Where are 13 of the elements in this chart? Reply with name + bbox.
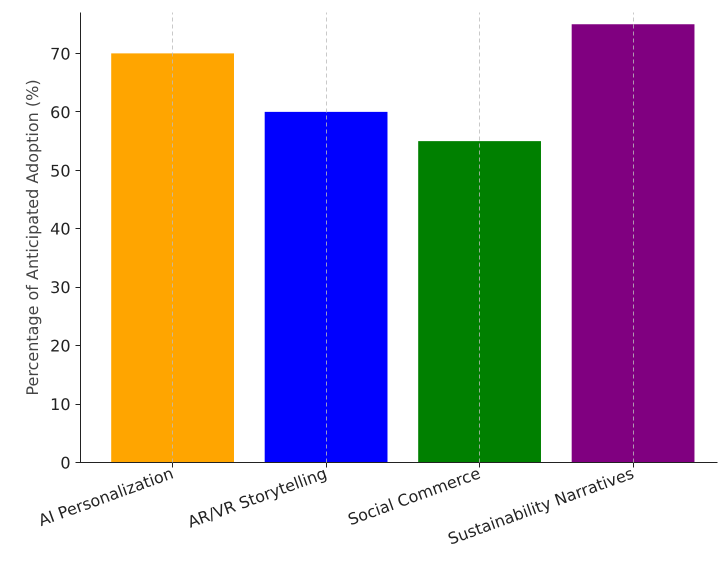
y-tick-label: 60 [50,102,70,122]
y-tick-label: 0 [60,454,71,472]
y-tick-label: 20 [50,336,70,356]
y-tick-label: 30 [50,278,70,298]
bar [418,141,541,462]
y-axis-title: Percentage of Anticipated Adoption (%) [23,79,42,396]
bar [111,53,234,462]
bar [572,24,694,462]
y-tick-label: 50 [50,161,70,180]
y-tick-label: 40 [50,220,70,239]
bar [264,112,388,462]
y-tick-label: 70 [50,44,70,64]
y-tick-label: 10 [50,395,70,414]
